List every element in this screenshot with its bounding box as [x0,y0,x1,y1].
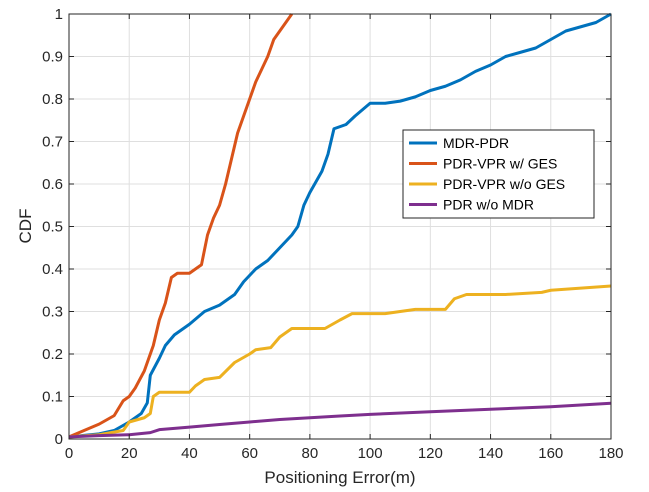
series-line-1 [68,13,294,439]
series-line-3 [68,401,612,439]
series-line-0 [68,12,612,439]
legend-label-2: PDR-VPR w/o GES [443,176,565,192]
y-tick-label-7: 0.7 [42,134,63,151]
grid-lines [69,14,611,439]
y-tick-label-6: 0.6 [42,176,63,193]
x-axis-label: Positioning Error(m) [264,468,415,487]
x-tick-label-2: 40 [181,445,198,462]
y-tick-label-10: 1 [55,6,63,23]
y-tick-label-3: 0.3 [42,304,63,321]
y-tick-label-2: 0.2 [42,346,63,363]
y-tick-label-1: 0.1 [42,389,63,406]
y-tick-label-0: 0 [55,431,63,448]
legend-label-0: MDR-PDR [443,135,509,151]
y-tick-label-9: 0.9 [42,49,63,66]
x-tick-label-8: 160 [538,445,563,462]
y-tick-label-5: 0.5 [42,219,63,236]
legend-label-3: PDR w/o MDR [443,197,534,213]
x-tick-label-9: 180 [598,445,623,462]
legend-label-1: PDR-VPR w/ GES [443,156,557,172]
x-tick-label-5: 100 [358,445,383,462]
x-tick-label-0: 0 [65,445,73,462]
x-tick-label-4: 80 [302,445,319,462]
y-axis-label: CDF [16,209,35,244]
axis-ticks: 0 20 40 60 80 100 120 140 160 180 0 0.1 0.2 0.3 0.4 0.5… [42,6,623,462]
series-line-2 [68,284,612,439]
y-tick-label-4: 0.4 [42,261,63,278]
series-lines [68,12,612,439]
x-tick-label-1: 20 [121,445,138,462]
x-tick-label-7: 140 [478,445,503,462]
legend: MDR-PDR PDR-VPR w/ GES PDR-VPR w/o GES PDR … [402,129,595,219]
x-tick-label-3: 60 [241,445,258,462]
x-tick-label-6: 120 [418,445,443,462]
y-tick-label-8: 0.8 [42,91,63,108]
